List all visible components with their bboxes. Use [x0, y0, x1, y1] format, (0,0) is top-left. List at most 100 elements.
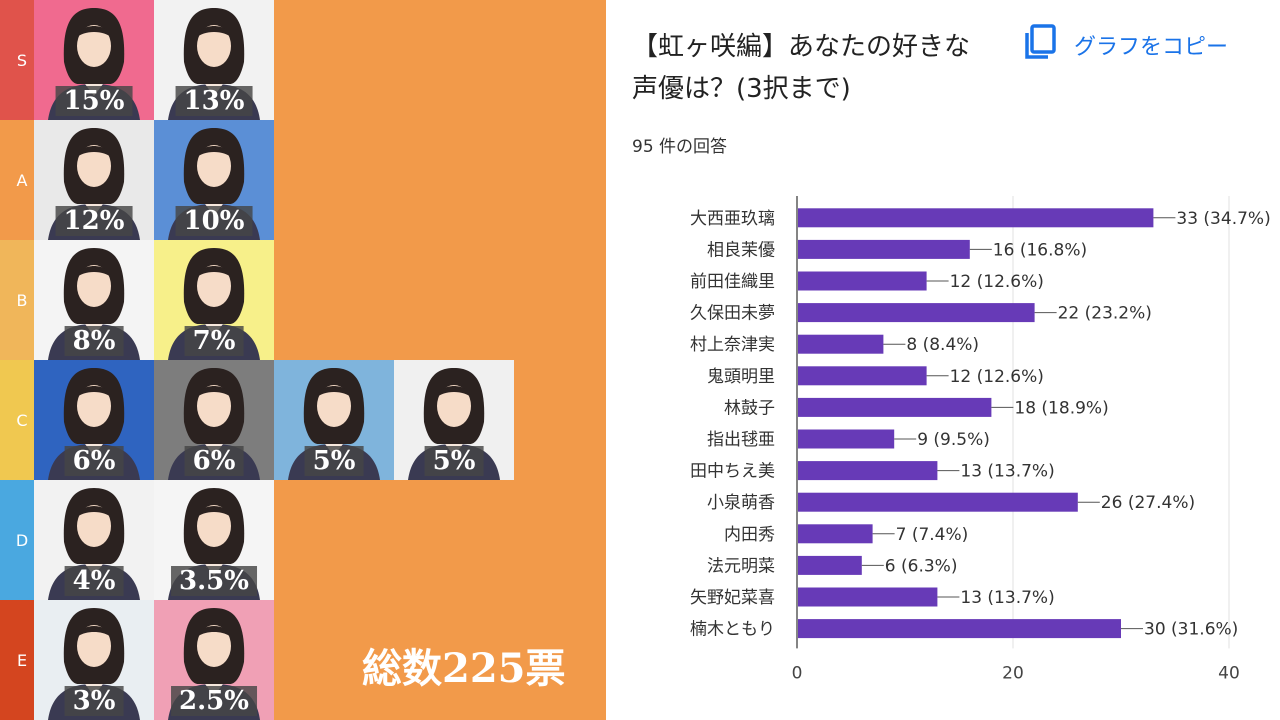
bar — [798, 619, 1121, 639]
x-tick-label: 20 — [1002, 663, 1024, 683]
vote-percentage: 6% — [64, 446, 124, 476]
category-label: 久保田未夢 — [690, 304, 775, 324]
x-tick-label: 40 — [1218, 663, 1240, 683]
tier-color-bar — [0, 240, 10, 360]
tier-row-d: D 4% 3.5% — [0, 480, 606, 600]
category-label: 指出毬亜 — [707, 430, 775, 450]
category-label: 大西亜玖璃 — [690, 209, 775, 229]
data-label: 13 (13.7%) — [960, 462, 1054, 482]
tier-label: S — [10, 0, 34, 120]
voice-actor-photo: 15% — [34, 0, 154, 120]
voice-actor-photo: 12% — [34, 120, 154, 240]
category-label: 小泉萌香 — [707, 493, 775, 513]
data-label: 26 (27.4%) — [1101, 493, 1195, 513]
category-label: 鬼頭明里 — [707, 367, 775, 387]
copy-chart-label: グラフをコピー — [1074, 35, 1229, 60]
voice-actor-photo: 7% — [154, 240, 274, 360]
bar — [798, 366, 927, 386]
tier-color-bar — [0, 120, 10, 240]
vote-percentage: 7% — [184, 326, 244, 356]
vote-percentage: 6% — [184, 446, 244, 476]
bar — [798, 271, 927, 291]
tier-label: C — [10, 360, 34, 480]
copy-icon — [1024, 24, 1058, 66]
data-label: 13 (13.7%) — [960, 588, 1054, 608]
tier-row-a: A 12% 10% — [0, 120, 606, 240]
data-label: 12 (12.6%) — [950, 367, 1044, 387]
data-label: 6 (6.3%) — [885, 556, 958, 576]
bar — [798, 239, 970, 259]
voice-actor-photo: 5% — [394, 360, 514, 480]
bar — [798, 397, 992, 417]
category-label: 相良茉優 — [707, 240, 775, 260]
category-label: 内田秀 — [724, 525, 775, 545]
voice-actor-photo: 5% — [274, 360, 394, 480]
category-label: 林鼓子 — [724, 398, 775, 418]
vote-percentage: 15% — [55, 86, 133, 116]
tier-list: S 15% 13% A 12% 10% B 8% 7% C 6% 6% 5% 5% D 4% 3.5% E 3% 2.… — [0, 0, 606, 720]
tier-row-b: B 8% 7% — [0, 240, 606, 360]
data-label: 22 (23.2%) — [1058, 304, 1152, 324]
vote-percentage: 8% — [64, 326, 124, 356]
copy-chart-button[interactable]: グラフをコピー — [1024, 24, 1228, 66]
bar — [798, 334, 884, 354]
bar — [798, 587, 938, 607]
tier-color-bar — [0, 360, 10, 480]
data-label: 8 (8.4%) — [906, 335, 979, 355]
bar — [798, 303, 1035, 323]
voice-actor-photo: 10% — [154, 120, 274, 240]
bar — [798, 492, 1078, 512]
voice-actor-photo: 8% — [34, 240, 154, 360]
tier-label: D — [10, 480, 34, 600]
tier-color-bar — [0, 0, 10, 120]
tier-row-s: S 15% 13% — [0, 0, 606, 120]
vote-percentage: 13% — [175, 86, 253, 116]
tier-label: A — [10, 120, 34, 240]
tier-color-bar — [0, 600, 10, 720]
voice-actor-photo: 3% — [34, 600, 154, 720]
bar — [798, 429, 895, 449]
category-label: 前田佳織里 — [690, 272, 775, 292]
voice-actor-photo: 3.5% — [154, 480, 274, 600]
vote-percentage: 4% — [64, 566, 124, 596]
response-count: 95 件の回答 — [632, 137, 728, 157]
category-label: 楠木ともり — [690, 620, 775, 640]
tier-label: B — [10, 240, 34, 360]
vote-percentage: 12% — [55, 206, 133, 236]
form-summary: 【虹ヶ咲編】あなたの好きな声優は？(3択まで) グラフをコピー 95 件の回答 … — [606, 0, 1280, 720]
tier-row-c: C 6% 6% 5% 5% — [0, 360, 606, 480]
category-label: 村上奈津実 — [690, 335, 775, 355]
data-label: 30 (31.6%) — [1144, 620, 1238, 640]
tier-row-e: E 3% 2.5% — [0, 600, 606, 720]
vote-percentage: 2.5% — [171, 686, 257, 716]
tier-label: E — [10, 600, 34, 720]
category-label: 矢野妃菜喜 — [690, 588, 775, 608]
vote-percentage: 5% — [424, 446, 484, 476]
voice-actor-photo: 6% — [154, 360, 274, 480]
data-label: 33 (34.7%) — [1176, 209, 1270, 229]
bar — [798, 208, 1154, 228]
data-label: 9 (9.5%) — [917, 430, 990, 450]
data-label: 16 (16.8%) — [993, 240, 1087, 260]
x-tick-label: 0 — [792, 663, 803, 683]
voice-actor-photo: 4% — [34, 480, 154, 600]
voice-actor-photo: 2.5% — [154, 600, 274, 720]
vote-percentage: 5% — [304, 446, 364, 476]
bar — [798, 524, 873, 544]
vote-percentage: 3.5% — [171, 566, 257, 596]
tier-color-bar — [0, 480, 10, 600]
question-title: 【虹ヶ咲編】あなたの好きな声優は？(3択まで) — [632, 32, 971, 104]
data-label: 12 (12.6%) — [950, 272, 1044, 292]
voice-actor-photo: 6% — [34, 360, 154, 480]
vote-percentage: 10% — [175, 206, 253, 236]
data-label: 7 (7.4%) — [896, 525, 969, 545]
bar — [798, 461, 938, 481]
data-label: 18 (18.9%) — [1014, 398, 1108, 418]
vote-percentage: 3% — [64, 686, 124, 716]
bar — [798, 555, 862, 575]
total-votes: 総数225票 — [362, 645, 566, 692]
category-label: 法元明菜 — [707, 556, 775, 576]
category-label: 田中ちえ美 — [690, 462, 775, 482]
bar-chart: 0 20 40 大西亜玖璃 33 (34.7%) 相良茉優 16 (16.8%) 前田佳織里 1… — [690, 196, 1271, 683]
voice-actor-photo: 13% — [154, 0, 274, 120]
